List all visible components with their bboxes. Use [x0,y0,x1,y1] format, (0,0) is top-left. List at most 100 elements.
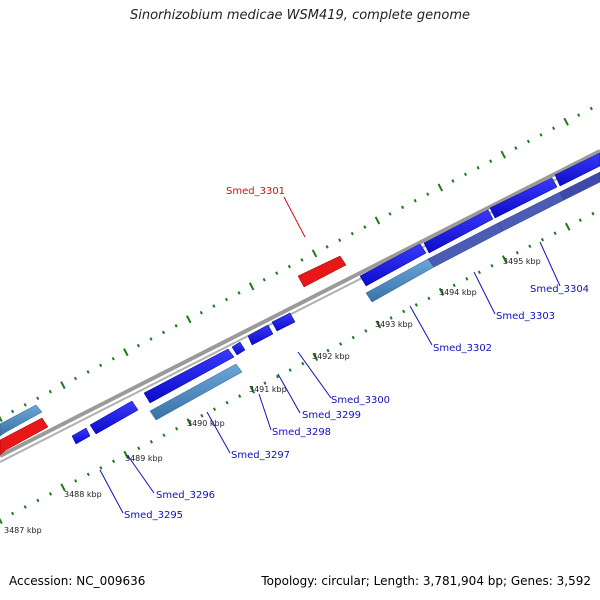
kbp-label: 3493 kbp [375,320,413,329]
gene-label-smed-3303[interactable]: Smed_3303 [496,311,555,322]
minor-tick [589,106,593,111]
minor-tick [413,198,417,203]
major-tick [374,216,381,225]
minor-tick [426,192,430,196]
minor-tick [514,146,518,150]
gene-arrow-smed-3305[interactable] [554,152,600,187]
major-tick [185,315,192,324]
minor-tick [262,277,266,282]
minor-tick [36,498,40,503]
minor-tick [477,270,481,275]
minor-tick [388,212,392,216]
minor-tick [389,316,393,320]
minor-tick [339,342,343,346]
minor-tick [175,426,179,431]
minor-tick [36,396,40,401]
minor-tick [225,400,229,405]
rna-feature-smed-3301[interactable] [297,255,347,288]
minor-tick [136,343,140,348]
kbp-label: 3489 kbp [125,454,163,463]
major-tick [375,320,382,329]
minor-tick [162,433,166,438]
minor-tick [174,324,178,328]
minor-tick [553,231,557,235]
minor-tick [275,374,280,379]
leader-line [297,351,332,399]
minor-tick [99,466,103,470]
minor-tick [528,244,532,249]
gene-label-smed-3295[interactable]: Smed_3295 [124,510,183,521]
minor-tick [48,492,53,496]
minor-tick [99,363,103,368]
minor-tick [287,264,291,269]
minor-tick [111,459,116,464]
minor-tick [326,348,330,353]
inner-tick-ring [0,211,595,525]
minor-tick [199,310,203,315]
gene-label-smed-3299[interactable]: Smed_3299 [302,410,361,421]
gene-arrow-smed-3294[interactable] [0,404,43,437]
major-tick [0,415,3,423]
minor-tick [238,394,242,398]
gene-label-smed-3298[interactable]: Smed_3298 [272,427,331,438]
minor-tick [10,409,15,414]
gene-label-smed-3301[interactable]: Smed_3301 [226,186,285,197]
gene-arrow-smed-3299[interactable] [247,324,274,346]
gene-arrow-smed-3302-fwd[interactable] [359,243,427,287]
minor-tick [350,231,354,236]
minor-tick [451,179,455,183]
leader-line [409,305,433,346]
genome-summary-text: Topology: circular; Length: 3,781,904 bp… [261,574,591,588]
minor-tick [137,446,141,451]
minor-tick [212,304,216,308]
minor-tick [463,172,468,177]
gene-arrow-smed-3295[interactable] [71,427,91,445]
major-tick [438,287,445,296]
gene-arrow-smed-3297[interactable] [149,363,243,421]
minor-tick [275,271,279,275]
major-tick [564,222,571,231]
minor-tick [224,297,229,302]
rna-feature-left[interactable] [0,417,49,456]
minor-tick [401,205,405,210]
major-tick [249,385,256,394]
gene-arrow-smed-3297-fwd[interactable] [143,348,235,404]
major-tick [0,517,3,525]
major-tick [248,282,255,291]
outer-tick-ring [0,106,593,423]
leader-line [473,271,496,315]
gene-label-smed-3304[interactable]: Smed_3304 [530,284,589,295]
kbp-label: 3494 kbp [439,288,477,297]
minor-tick [86,472,90,477]
minor-tick [427,296,431,301]
minor-tick [338,238,342,243]
gene-arrow-smed-3305-rev[interactable] [559,171,600,201]
major-tick [500,150,506,159]
gene-label-smed-3300[interactable]: Smed_3300 [331,395,390,406]
minor-tick [490,264,494,268]
minor-tick [74,479,78,483]
minor-tick [149,337,153,341]
major-tick [123,450,129,459]
genome-backbone-line [0,149,600,458]
gene-label-smed-3297[interactable]: Smed_3297 [231,450,290,461]
minor-tick [414,303,418,307]
gene-arrow-smed-3296[interactable] [89,400,139,435]
minor-tick [86,370,90,374]
gene-arrow-smed-3300[interactable] [271,312,296,332]
minor-tick [577,113,581,117]
minor-tick [73,376,78,381]
minor-tick [526,139,530,144]
gene-arrow-smed-3298[interactable] [231,341,246,356]
gene-arrow-smed-3304[interactable] [489,177,558,219]
kbp-label: 3492 kbp [312,352,350,361]
gene-label-smed-3296[interactable]: Smed_3296 [156,490,215,501]
leader-line [277,373,301,414]
minor-tick [237,291,241,295]
gene-arrow-smed-3303[interactable] [423,209,494,254]
minor-tick [578,218,582,222]
minor-tick [23,505,27,509]
leader-line [127,455,155,494]
minor-tick [591,211,595,216]
gene-label-smed-3302[interactable]: Smed_3302 [433,343,492,354]
